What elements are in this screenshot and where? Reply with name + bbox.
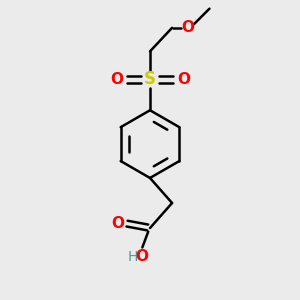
Text: H: H <box>127 250 137 264</box>
Text: O: O <box>112 216 125 231</box>
Text: O: O <box>110 72 123 87</box>
Text: S: S <box>144 70 156 88</box>
Text: O: O <box>135 249 148 264</box>
Text: O: O <box>177 72 190 87</box>
Text: O: O <box>181 20 194 35</box>
